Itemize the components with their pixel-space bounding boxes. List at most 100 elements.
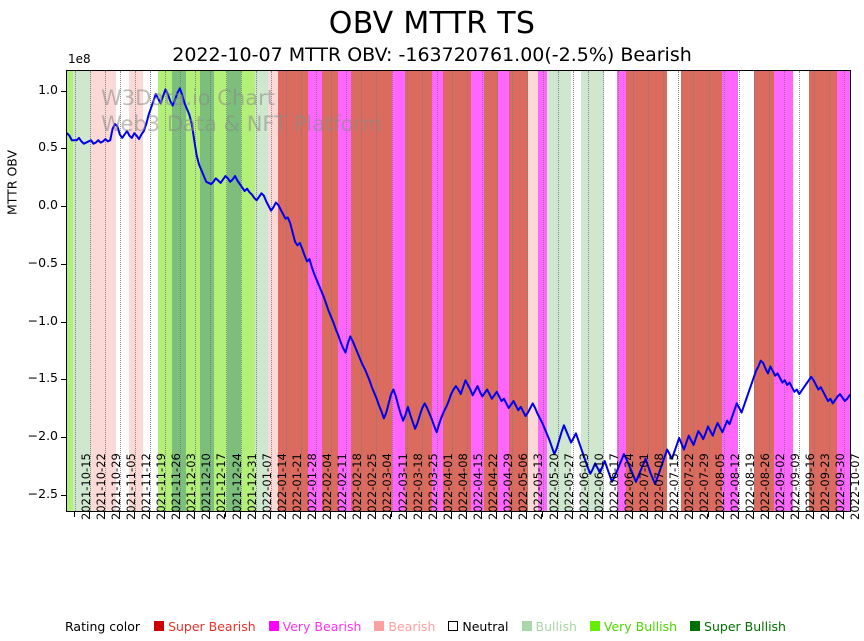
x-tick-mark xyxy=(466,512,468,517)
x-tick-mark xyxy=(360,512,362,517)
gridline xyxy=(633,71,635,511)
gridline xyxy=(648,71,650,511)
legend-swatch-icon xyxy=(690,621,701,631)
legend-item[interactable]: Super Bullish xyxy=(690,619,786,634)
gridline xyxy=(451,71,453,511)
rating-band xyxy=(308,71,322,511)
legend-swatch-icon xyxy=(521,621,532,631)
y-tick-label: 0.5 xyxy=(38,139,58,155)
gridline xyxy=(74,71,76,511)
x-tick-mark xyxy=(737,512,739,517)
x-tick-mark xyxy=(284,512,286,517)
legend-item[interactable]: Neutral xyxy=(448,619,509,634)
x-tick-label: 2022-09-16 xyxy=(803,453,818,520)
x-tick-mark xyxy=(209,512,211,517)
obv-line-path xyxy=(67,87,850,486)
x-tick-mark xyxy=(179,512,181,517)
legend-item[interactable]: Very Bearish xyxy=(268,618,362,634)
gridline xyxy=(572,71,574,511)
x-tick-mark xyxy=(783,512,785,517)
x-tick-label: 2021-10-22 xyxy=(93,453,108,520)
x-tick-label: 2022-06-24 xyxy=(622,453,636,520)
x-tick-label: 2022-07-29 xyxy=(697,453,712,520)
gridline xyxy=(618,71,619,511)
gridline xyxy=(436,71,438,511)
x-tick-label: 2022-06-17 xyxy=(606,453,621,520)
gridline xyxy=(391,71,393,511)
x-tick-mark xyxy=(315,512,317,517)
x-tick-mark xyxy=(194,512,196,517)
y-tick-mark xyxy=(61,379,66,381)
x-tick-label: 2022-02-18 xyxy=(350,453,365,520)
x-tick-label: 2022-04-01 xyxy=(440,453,455,520)
legend-item[interactable]: Bullish xyxy=(521,619,577,634)
rating-band xyxy=(116,71,129,511)
gridline xyxy=(602,71,604,511)
legend-label: Super Bearish xyxy=(168,618,256,634)
x-tick-label: 2022-06-10 xyxy=(591,453,606,520)
gridline xyxy=(89,71,91,511)
x-tick-label: 2021-12-24 xyxy=(229,453,244,520)
legend-label: Very Bearish xyxy=(282,618,362,634)
legend-swatch-icon xyxy=(374,621,385,631)
x-tick-mark xyxy=(828,512,830,517)
legend-swatch-icon xyxy=(589,621,600,631)
y-tick-label: −2.5 xyxy=(27,485,58,501)
legend: Rating color Super Bearish Very Bearish Be… xyxy=(0,616,864,636)
x-tick-mark xyxy=(390,512,392,517)
gridline xyxy=(361,71,363,511)
y-tick-label: −2.0 xyxy=(27,427,58,443)
gridline xyxy=(678,71,680,511)
gridline xyxy=(768,71,770,511)
gridline xyxy=(376,71,378,511)
legend-item[interactable]: Bearish xyxy=(374,619,435,634)
plot-area: W3Data.io Chart Web3 Data & NFT Platform xyxy=(66,70,851,512)
y-tick-mark xyxy=(61,90,66,92)
x-tick-mark xyxy=(299,512,301,517)
rating-band xyxy=(617,71,626,511)
x-tick-label: 2022-07-01 xyxy=(637,453,652,520)
x-tick-label: 2021-11-19 xyxy=(154,453,169,520)
gridline xyxy=(104,71,106,511)
x-tick-label: 2022-01-21 xyxy=(289,453,304,520)
gridline xyxy=(285,71,287,511)
gridline xyxy=(225,71,227,511)
x-tick-mark xyxy=(571,512,573,517)
legend-item[interactable]: Super Bearish xyxy=(154,619,256,634)
y-tick-label: −1.0 xyxy=(27,312,58,328)
rating-band xyxy=(322,71,338,511)
legend-item[interactable]: Very Bullish xyxy=(589,619,677,634)
x-tick-label: 2021-10-15 xyxy=(78,453,93,520)
x-tick-label: 2021-10-29 xyxy=(108,453,123,520)
gridline xyxy=(708,71,710,511)
legend-swatch-icon xyxy=(448,621,459,631)
gridline xyxy=(195,71,197,511)
y-tick-label: −1.5 xyxy=(27,370,58,386)
rating-color-bands xyxy=(67,71,850,511)
rating-band xyxy=(626,71,667,511)
x-tick-label: 2022-04-08 xyxy=(455,453,470,520)
gridline xyxy=(814,71,816,511)
x-tick-mark xyxy=(375,512,377,517)
rating-band xyxy=(443,71,471,511)
x-tick-label: 2022-09-23 xyxy=(818,453,833,520)
y-tick-label: 0.0 xyxy=(38,197,58,213)
x-tick-mark xyxy=(692,512,694,517)
chart-title: OBV MTTR TS xyxy=(328,6,536,41)
x-tick-label: 2021-12-17 xyxy=(214,453,229,520)
x-tick-label: 2022-03-11 xyxy=(395,453,410,520)
rating-band xyxy=(498,71,509,511)
y-tick-mark xyxy=(61,436,66,438)
gridline xyxy=(512,71,514,511)
x-tick-label: 2022-07-08 xyxy=(652,453,667,520)
gridline xyxy=(542,71,544,511)
x-tick-label: 2022-08-05 xyxy=(712,453,727,520)
gridline xyxy=(738,71,740,511)
rating-band xyxy=(129,71,143,511)
rating-band xyxy=(809,71,837,511)
x-tick-mark xyxy=(707,512,709,517)
x-tick-mark xyxy=(435,512,437,517)
x-tick-label: 2022-10-07 xyxy=(848,453,863,520)
legend-label: Super Bullish xyxy=(704,618,786,634)
rating-band xyxy=(268,71,278,511)
